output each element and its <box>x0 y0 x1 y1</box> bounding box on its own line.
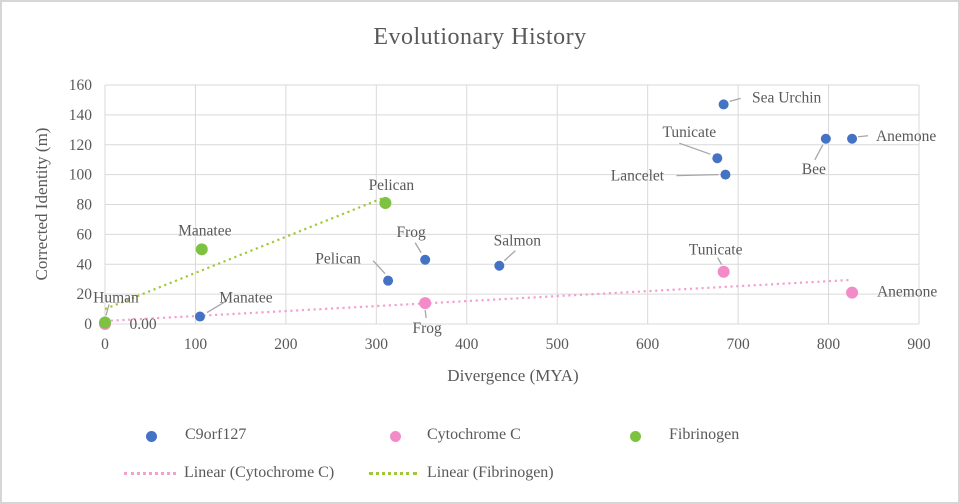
y-tick-label: 80 <box>77 197 93 214</box>
label-leader-line <box>814 144 824 161</box>
label-leader-line <box>729 97 741 103</box>
point-c9orf127-pelican <box>383 275 394 286</box>
point-c9orf127-tunicate <box>712 153 723 164</box>
x-tick-label: 300 <box>365 336 389 353</box>
point-label-fibrinogen: Pelican <box>369 177 415 194</box>
y-tick-label: 40 <box>77 256 93 273</box>
point-label-c9orf127: Pelican <box>315 251 361 268</box>
label-leader-line <box>717 257 723 266</box>
chart-title: Evolutionary History <box>373 24 587 50</box>
legend-marker-c9orf127 <box>146 431 157 442</box>
point-label-fibrinogen: Human <box>93 290 139 307</box>
legend-marker-cytochrome-c <box>390 431 401 442</box>
x-tick-label: 100 <box>184 336 208 353</box>
point-label-c9orf127: Manatee <box>219 290 272 307</box>
label-leader-line <box>206 299 228 314</box>
y-tick-label: 120 <box>69 137 93 154</box>
x-tick-label: 400 <box>455 336 479 353</box>
legend-label-c9orf127: C9orf127 <box>185 426 247 443</box>
legend-label-cytochrome-c: Cytochrome C <box>427 426 521 443</box>
label-leader-line <box>105 304 110 316</box>
point-c9orf127-sea-urchin <box>718 99 729 110</box>
point-label-c9orf127: Bee <box>802 161 826 178</box>
legend-label-linear-cytochrome-c: Linear (Cytochrome C) <box>184 464 335 481</box>
trendline-linear-cytochrome-c- <box>104 278 852 323</box>
label-leader-line <box>503 250 516 262</box>
point-cytochrome-c-frog <box>419 297 432 310</box>
x-tick-label: 700 <box>726 336 750 353</box>
point-fibrinogen-manatee <box>195 243 208 256</box>
point-label-c9orf127: Salmon <box>494 233 542 250</box>
y-tick-label: 100 <box>69 167 93 184</box>
point-label-cytochrome-c: Tunicate <box>689 242 743 259</box>
point-c9orf127-anemone <box>847 133 858 144</box>
point-label-c9orf127: Anemone <box>876 128 936 145</box>
label-leader-line <box>676 173 719 177</box>
point-label-c9orf127: Tunicate <box>662 124 716 141</box>
x-tick-label: 0 <box>101 336 109 353</box>
x-axis-title: Divergence (MYA) <box>447 366 579 385</box>
label-leader-line <box>414 242 422 254</box>
x-tick-label: 900 <box>907 336 931 353</box>
y-tick-label: 60 <box>77 226 93 243</box>
point-fibrinogen-human <box>99 316 111 329</box>
trendline-linear-fibrinogen- <box>104 196 386 311</box>
legend-label-linear-fibrinogen: Linear (Fibrinogen) <box>427 464 554 481</box>
label-leader-line <box>679 142 711 155</box>
legend-label-fibrinogen: Fibrinogen <box>669 426 740 443</box>
x-tick-label: 800 <box>817 336 841 353</box>
y-tick-label: 20 <box>77 286 93 303</box>
point-c9orf127-manatee <box>194 311 205 322</box>
point-c9orf127-frog <box>420 254 431 265</box>
point-c9orf127-bee <box>820 133 831 144</box>
point-label-c9orf127: Frog <box>397 224 427 241</box>
point-label-cytochrome-c: Anemone <box>877 284 937 301</box>
point-cytochrome-c-tunicate <box>717 265 730 278</box>
y-tick-label: 140 <box>69 107 93 124</box>
label-leader-line <box>372 260 386 275</box>
x-tick-label: 600 <box>636 336 660 353</box>
y-axis-title: Corrected Identity (m) <box>32 127 51 281</box>
point-label-cytochrome-c: 0.00 <box>129 316 156 333</box>
legend-marker-linear-fibrinogen <box>369 472 417 475</box>
label-leader-line <box>858 135 869 138</box>
point-label-c9orf127: Lancelet <box>611 168 665 185</box>
legend-marker-fibrinogen <box>630 431 641 442</box>
point-fibrinogen-pelican <box>379 197 392 210</box>
point-label-cytochrome-c: Frog <box>413 320 443 337</box>
label-leader-line <box>424 310 427 319</box>
x-tick-label: 500 <box>546 336 570 353</box>
point-label-c9orf127: Sea Urchin <box>752 89 822 106</box>
y-tick-label: 160 <box>69 77 93 94</box>
y-tick-label: 0 <box>84 316 92 333</box>
point-label-fibrinogen: Manatee <box>178 222 231 239</box>
x-tick-label: 200 <box>274 336 298 353</box>
point-c9orf127-lancelet <box>720 169 731 180</box>
point-c9orf127-salmon <box>494 260 505 271</box>
legend-marker-linear-cytochrome-c <box>124 472 176 475</box>
point-cytochrome-c-anemone <box>846 286 859 299</box>
